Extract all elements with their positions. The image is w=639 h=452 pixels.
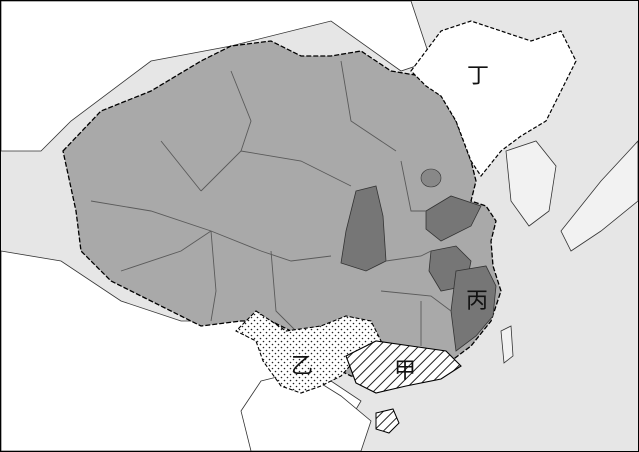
ding-region xyxy=(410,20,577,178)
dark-province-west xyxy=(340,185,387,272)
land-korea xyxy=(505,140,557,227)
label-bing: 丙 xyxy=(466,289,488,314)
land-taiwan xyxy=(500,325,514,364)
jia-region xyxy=(345,340,462,394)
jia-island xyxy=(375,408,400,434)
label-jia: 甲 xyxy=(394,359,416,384)
province-lines xyxy=(90,60,452,346)
dark-province-north xyxy=(425,195,482,242)
label-yi: 乙 xyxy=(291,354,313,379)
main-territory xyxy=(62,40,502,382)
land-japan xyxy=(560,140,638,252)
dark-province-east xyxy=(450,265,497,352)
label-ding: 丁 xyxy=(467,64,489,89)
dark-spot xyxy=(420,168,442,188)
yi-region xyxy=(235,310,382,394)
